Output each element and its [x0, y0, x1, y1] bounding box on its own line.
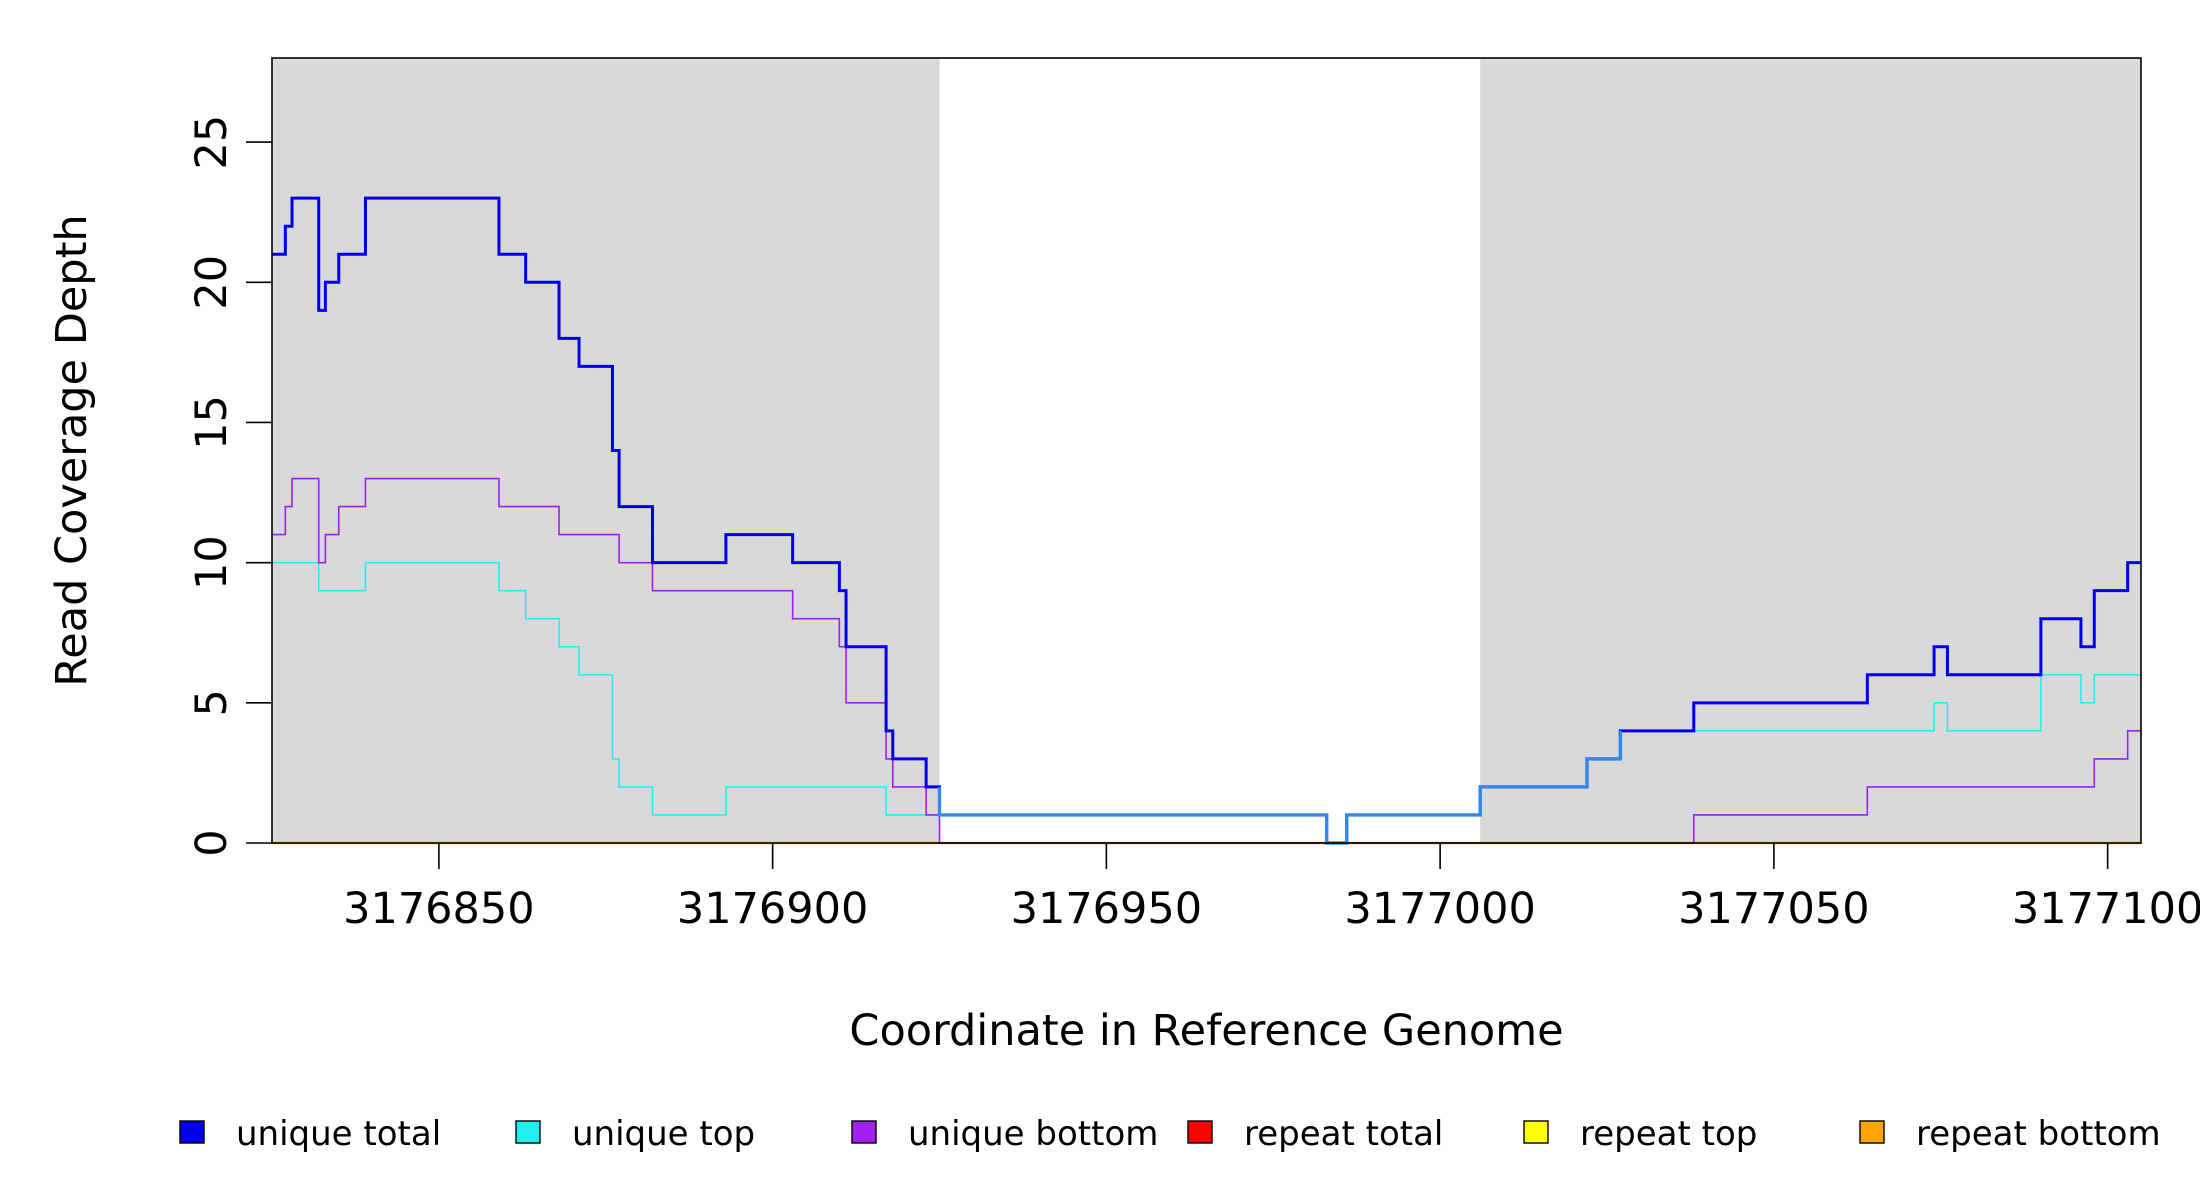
legend-swatch [515, 1120, 541, 1144]
x-tick-label: 3176850 [343, 884, 535, 934]
shaded-region-1 [1480, 58, 2141, 843]
legend-item-repeat-total: repeat total [1187, 1114, 1443, 1154]
x-axis-title: Coordinate in Reference Genome [849, 1006, 1563, 1056]
x-tick-label: 3177050 [1678, 884, 1870, 934]
x-tick-label: 3177000 [1344, 884, 1536, 934]
y-tick-label: 15 [187, 395, 237, 450]
x-axis: 3176850 3176900 3176950 3177000 3177050 31771… [343, 843, 2200, 934]
legend-swatch [1187, 1120, 1213, 1144]
legend-label: repeat total [1244, 1114, 1443, 1154]
legend-item-unique-bottom: unique bottom [851, 1114, 1158, 1154]
legend-swatch [851, 1120, 877, 1144]
legend-swatch [179, 1120, 205, 1144]
legend-item-unique-top: unique top [515, 1114, 755, 1154]
series-line-unique-top [272, 561, 2141, 844]
legend-label: repeat top [1580, 1114, 1757, 1154]
series-line-unique-bottom [272, 477, 2141, 844]
x-tick-label: 3177100 [2012, 884, 2200, 934]
y-tick-label: 20 [187, 255, 237, 310]
legend-label: unique bottom [908, 1114, 1158, 1154]
legend-label: repeat bottom [1916, 1114, 2161, 1154]
y-axis-title: Read Coverage Depth [47, 214, 97, 686]
legend-swatch [1859, 1120, 1885, 1144]
y-tick-label: 10 [187, 535, 237, 590]
y-tick-label: 25 [187, 115, 237, 170]
legend-item-repeat-bottom: repeat bottom [1859, 1114, 2161, 1154]
x-tick-label: 3176900 [677, 884, 869, 934]
y-axis: 0 5 10 15 20 25 [187, 115, 272, 857]
series-line-unique-total [272, 196, 2141, 845]
legend-swatch [1523, 1120, 1549, 1144]
x-tick-label: 3176950 [1011, 884, 1203, 934]
legend: unique total unique top unique bottom repea… [179, 1114, 2161, 1154]
series-line-overlap [937, 730, 1623, 845]
legend-label: unique top [572, 1114, 755, 1154]
legend-label: unique total [236, 1114, 441, 1154]
plot-frame [271, 57, 2142, 844]
legend-item-repeat-top: repeat top [1523, 1114, 1757, 1154]
shaded-regions [272, 58, 2141, 843]
legend-item-unique-total: unique total [179, 1114, 441, 1154]
y-tick-label: 0 [187, 829, 237, 856]
y-tick-label: 5 [187, 689, 237, 716]
shaded-region-0 [272, 58, 940, 843]
